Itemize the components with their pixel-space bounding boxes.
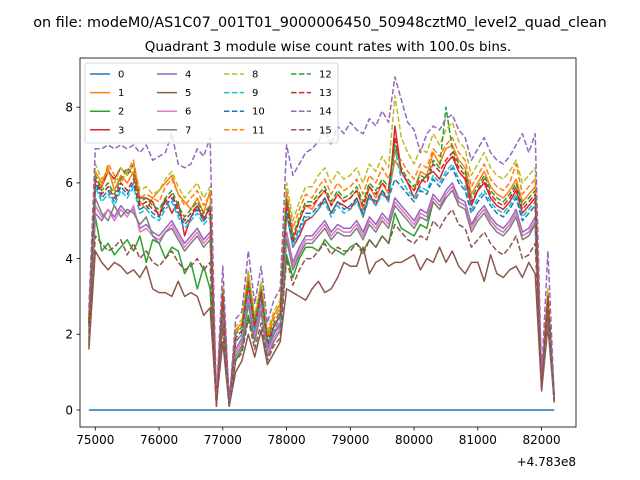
series-layer — [88, 76, 556, 411]
series-line-8 — [88, 95, 556, 404]
legend-label-0: 0 — [118, 70, 124, 81]
y-tick-label: 4 — [65, 252, 73, 266]
chart-suptitle: on file: modeM0/AS1C07_001T01_9000006450… — [33, 15, 607, 31]
x-tick-label: 77000 — [204, 433, 242, 447]
series-line-10 — [88, 167, 556, 404]
legend-label-15: 15 — [319, 125, 332, 136]
y-axis: 0 2 4 6 8 — [65, 101, 80, 417]
legend-label-6: 6 — [185, 107, 191, 118]
x-tick-label: 82000 — [522, 433, 560, 447]
x-axis: 75000 76000 77000 78000 79000 80000 81000 82000 — [76, 427, 561, 447]
x-tick-label: 75000 — [76, 433, 114, 447]
series-line-13 — [88, 136, 556, 404]
y-tick-label: 0 — [65, 403, 73, 417]
series-line-9 — [88, 148, 556, 404]
legend-label-14: 14 — [319, 107, 332, 118]
chart-title: Quadrant 3 module wise count rates with … — [145, 39, 511, 55]
legend-label-7: 7 — [185, 125, 191, 136]
legend-label-8: 8 — [252, 70, 258, 81]
x-tick-label: 81000 — [459, 433, 497, 447]
legend-label-10: 10 — [252, 107, 265, 118]
series-line-15 — [88, 208, 556, 407]
series-line-14 — [88, 76, 556, 404]
x-tick-label: 80000 — [395, 433, 433, 447]
axes-frame — [79, 57, 577, 428]
legend-label-12: 12 — [319, 70, 332, 81]
x-tick-label: 76000 — [140, 433, 178, 447]
legend-label-13: 13 — [319, 88, 332, 99]
legend-label-3: 3 — [118, 125, 124, 136]
legend-label-4: 4 — [185, 70, 191, 81]
y-tick-label: 8 — [65, 101, 73, 115]
x-tick-label: 78000 — [267, 433, 305, 447]
series-line-3 — [88, 125, 556, 404]
legend-label-11: 11 — [252, 125, 265, 136]
y-tick-label: 6 — [65, 176, 73, 190]
series-line-4 — [88, 182, 556, 404]
legend-label-9: 9 — [252, 88, 258, 99]
series-line-6 — [88, 185, 556, 404]
y-tick-label: 2 — [65, 328, 73, 342]
x-offset-label: +4.783e8 — [517, 455, 576, 469]
series-line-12 — [88, 106, 556, 404]
series-line-7 — [88, 189, 556, 407]
series-line-11 — [88, 136, 556, 404]
legend-box — [84, 62, 339, 144]
plot-area — [79, 57, 577, 428]
legend-label-2: 2 — [118, 107, 124, 118]
legend-label-1: 1 — [118, 88, 124, 99]
x-tick-label: 79000 — [331, 433, 369, 447]
legend-label-5: 5 — [185, 88, 191, 99]
series-line-5 — [88, 246, 556, 407]
